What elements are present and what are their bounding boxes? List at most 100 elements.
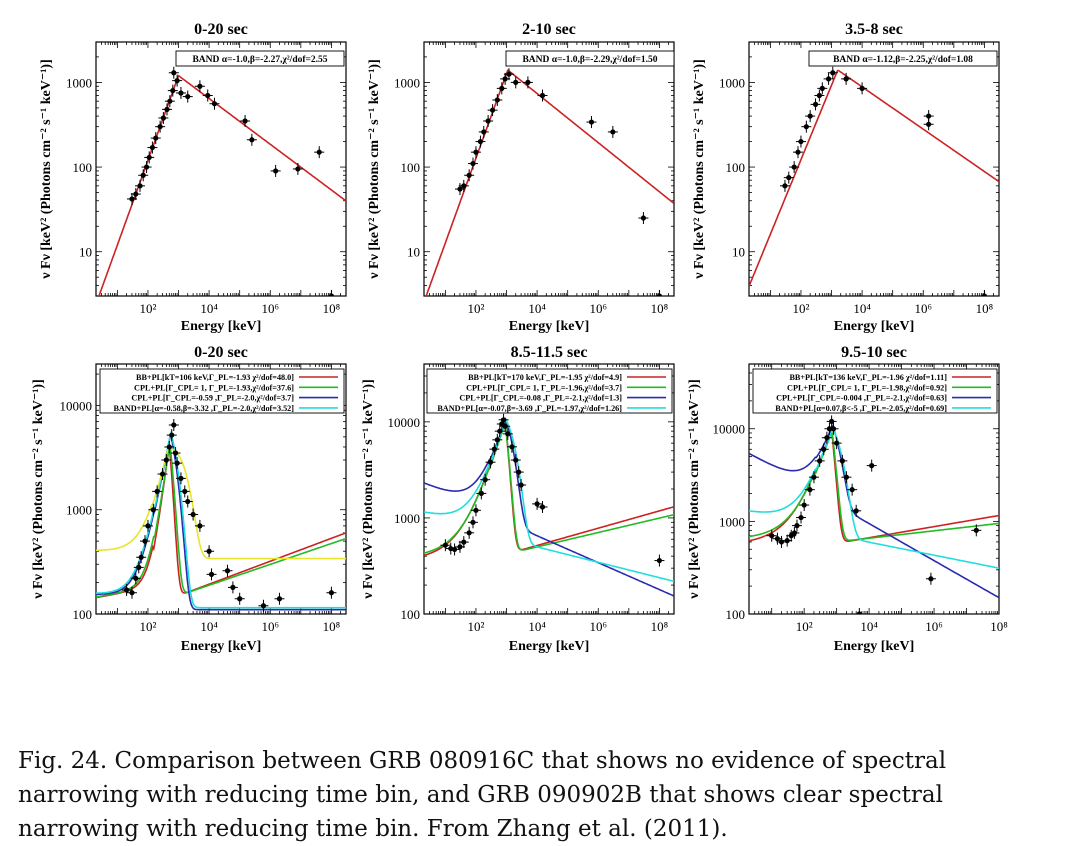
legend-entry-label: BAND α=-1.0,β=-2.27,χ²/dof=2.55 bbox=[192, 55, 327, 65]
model-curve-green bbox=[96, 444, 346, 598]
model-curve-cyan bbox=[96, 430, 346, 609]
data-point bbox=[807, 113, 813, 119]
panel-title: 3.5-8 sec bbox=[845, 21, 903, 38]
panel-3: 3.5-8 sec Energy [keV] ν Fν [keV² (Photo… bbox=[692, 21, 1000, 334]
data-point bbox=[509, 444, 515, 450]
data-point bbox=[249, 137, 255, 143]
plot-frame bbox=[748, 363, 1000, 615]
model-curves bbox=[749, 69, 999, 287]
model-curves bbox=[98, 74, 346, 296]
x-tick-label: 10⁶ bbox=[589, 301, 607, 316]
y-axis-label: ν Fν [keV² (Photons cm⁻² s⁻¹ keV⁻¹)] bbox=[687, 379, 702, 599]
data-point bbox=[273, 168, 279, 174]
data-point bbox=[502, 76, 508, 82]
data-point bbox=[170, 88, 176, 94]
data-point bbox=[791, 530, 797, 536]
data-point bbox=[926, 113, 932, 119]
x-tick-label: 10⁴ bbox=[200, 301, 218, 316]
y-tick-label: 1000 bbox=[394, 75, 420, 90]
data-point bbox=[482, 477, 488, 483]
x-tick-label: 10⁴ bbox=[860, 619, 878, 634]
legend-entry-label: BAND+PL[α=0.07,β<-5 ,Γ_PL=-2.05,χ²/dof=0… bbox=[775, 404, 947, 413]
data-point bbox=[505, 431, 511, 437]
data-point bbox=[824, 435, 830, 441]
data-point bbox=[640, 215, 647, 221]
data-points bbox=[440, 413, 665, 567]
y-tick-label: 10000 bbox=[388, 415, 421, 430]
data-point bbox=[830, 70, 836, 76]
data-point bbox=[205, 92, 211, 99]
data-point bbox=[206, 548, 212, 554]
legend-box bbox=[752, 368, 998, 414]
data-point bbox=[470, 519, 476, 525]
data-point bbox=[224, 568, 231, 574]
model-curves bbox=[424, 417, 674, 597]
x-tick-label: 10⁸ bbox=[323, 619, 341, 634]
data-point bbox=[981, 293, 988, 296]
data-point bbox=[502, 423, 508, 429]
data-point bbox=[782, 183, 788, 189]
y-tick-label: 10000 bbox=[713, 422, 746, 437]
data-point bbox=[791, 164, 797, 170]
data-point bbox=[774, 536, 781, 542]
panel-title: 0-20 sec bbox=[194, 21, 248, 38]
data-point bbox=[473, 507, 479, 513]
data-point bbox=[539, 504, 546, 510]
data-point bbox=[811, 474, 817, 480]
x-tick-label: 10⁴ bbox=[528, 619, 546, 634]
x-tick-label: 10⁸ bbox=[990, 619, 1008, 634]
model-curve-cyan bbox=[749, 427, 999, 569]
model-curve-blue bbox=[424, 417, 674, 597]
data-point bbox=[784, 538, 790, 544]
model-curve-red bbox=[96, 447, 346, 599]
legend-entry-label: CPL+PL[Γ_CPL=-0.59 ,Γ_PL=-2.0,χ²/dof=3.7… bbox=[131, 394, 294, 403]
data-point bbox=[172, 450, 179, 456]
data-point bbox=[457, 544, 463, 550]
y-tick-label: 1000 bbox=[719, 75, 745, 90]
model-curves bbox=[749, 423, 999, 599]
data-points bbox=[454, 68, 665, 296]
panel-6: 9.5-10 sec Energy [keV] ν Fν [keV² (Phot… bbox=[687, 344, 1008, 654]
model-curves bbox=[96, 430, 346, 611]
data-point bbox=[276, 596, 283, 602]
data-point bbox=[154, 488, 160, 494]
data-point bbox=[588, 119, 595, 125]
data-point bbox=[499, 85, 505, 91]
data-point bbox=[869, 463, 875, 469]
y-tick-label: 1000 bbox=[719, 514, 745, 529]
y-tick-label: 100 bbox=[401, 160, 421, 175]
data-point bbox=[160, 115, 166, 121]
x-tick-label: 10² bbox=[796, 619, 813, 634]
data-point bbox=[825, 76, 832, 82]
data-point bbox=[442, 542, 448, 548]
data-point bbox=[137, 183, 143, 189]
panel-title: 8.5-11.5 sec bbox=[511, 344, 588, 361]
legend-entry-label: CPL+PL[Γ_CPL= 1, Γ_PL=-1.93,χ²/dof=37.6] bbox=[134, 383, 294, 392]
data-point bbox=[230, 584, 236, 590]
data-point bbox=[856, 611, 862, 614]
x-axis-label: Energy [keV] bbox=[509, 639, 590, 654]
data-point bbox=[150, 507, 156, 513]
data-point bbox=[539, 92, 546, 99]
data-point bbox=[489, 107, 496, 113]
y-tick-label: 100 bbox=[401, 607, 421, 622]
data-point bbox=[834, 440, 840, 446]
model-curve-cyan bbox=[424, 418, 674, 583]
model-curve-red bbox=[749, 428, 999, 543]
data-point bbox=[146, 154, 152, 161]
x-tick-label: 10² bbox=[139, 301, 156, 316]
legend-entry-label: BB+PL[kT=136 keV,Γ_PL=-1.96 χ²/dof=1.11] bbox=[789, 373, 947, 382]
data-point bbox=[819, 85, 825, 91]
legend-box bbox=[175, 50, 345, 67]
legend-box bbox=[505, 50, 675, 67]
model-curve-yellow bbox=[96, 447, 346, 560]
data-point bbox=[487, 459, 494, 465]
x-tick-label: 10² bbox=[139, 619, 156, 634]
data-point bbox=[494, 97, 500, 103]
data-point bbox=[497, 428, 503, 434]
data-point bbox=[171, 422, 177, 428]
x-tick-label: 10⁸ bbox=[651, 619, 669, 634]
data-point bbox=[478, 490, 484, 496]
data-point bbox=[466, 530, 472, 536]
data-point bbox=[516, 469, 522, 475]
